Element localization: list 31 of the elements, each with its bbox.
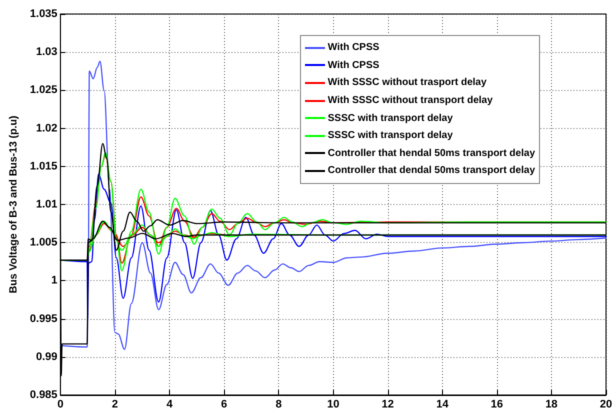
legend-label: Controller that dendal 50ms transport delay — [328, 165, 535, 176]
x-tick-label: 10 — [327, 398, 340, 410]
legend-label: With CPSS — [328, 60, 380, 71]
y-tick-label: 1.005 — [30, 236, 58, 249]
y-tick-label: 0.995 — [30, 312, 58, 325]
y-tick-label: 1.02 — [36, 122, 58, 134]
legend-label: SSSC with transport delay — [328, 112, 453, 124]
y-tick-label: 1.015 — [30, 160, 58, 172]
y-tick-label: 1.03 — [36, 46, 58, 58]
x-tick-label: 12 — [382, 398, 394, 410]
y-tick-label: 0.985 — [30, 389, 58, 401]
legend-label: With SSSC without transport delay — [328, 95, 493, 106]
legend-label: SSSC with transport delay — [328, 130, 453, 142]
y-tick-label: 1.01 — [36, 198, 58, 210]
x-tick-label: 4 — [166, 398, 174, 410]
x-tick-label: 8 — [276, 398, 282, 410]
legend-label: With CPSS — [328, 42, 380, 54]
x-tick-label: 0 — [57, 398, 64, 410]
x-tick-label: 14 — [436, 398, 450, 410]
y-tick-label: 1 — [51, 274, 58, 287]
x-tick-label: 6 — [221, 398, 228, 410]
legend-label: With SSSC without trasport delay — [328, 77, 487, 88]
y-tick-label: 0.99 — [36, 350, 58, 363]
y-tick-label: 1.025 — [30, 84, 58, 96]
x-tick-label: 18 — [545, 398, 558, 410]
x-tick-label: 16 — [490, 398, 504, 410]
y-axis-title: Bus Voltage of B-3 and Bus-13 (p.u) — [8, 116, 20, 294]
y-tick-label: 1.035 — [30, 8, 58, 20]
legend-label: Controller that hendal 50ms transport delay — [328, 148, 535, 159]
x-tick-label: 20 — [600, 398, 612, 410]
x-tick-label: 2 — [112, 398, 118, 410]
